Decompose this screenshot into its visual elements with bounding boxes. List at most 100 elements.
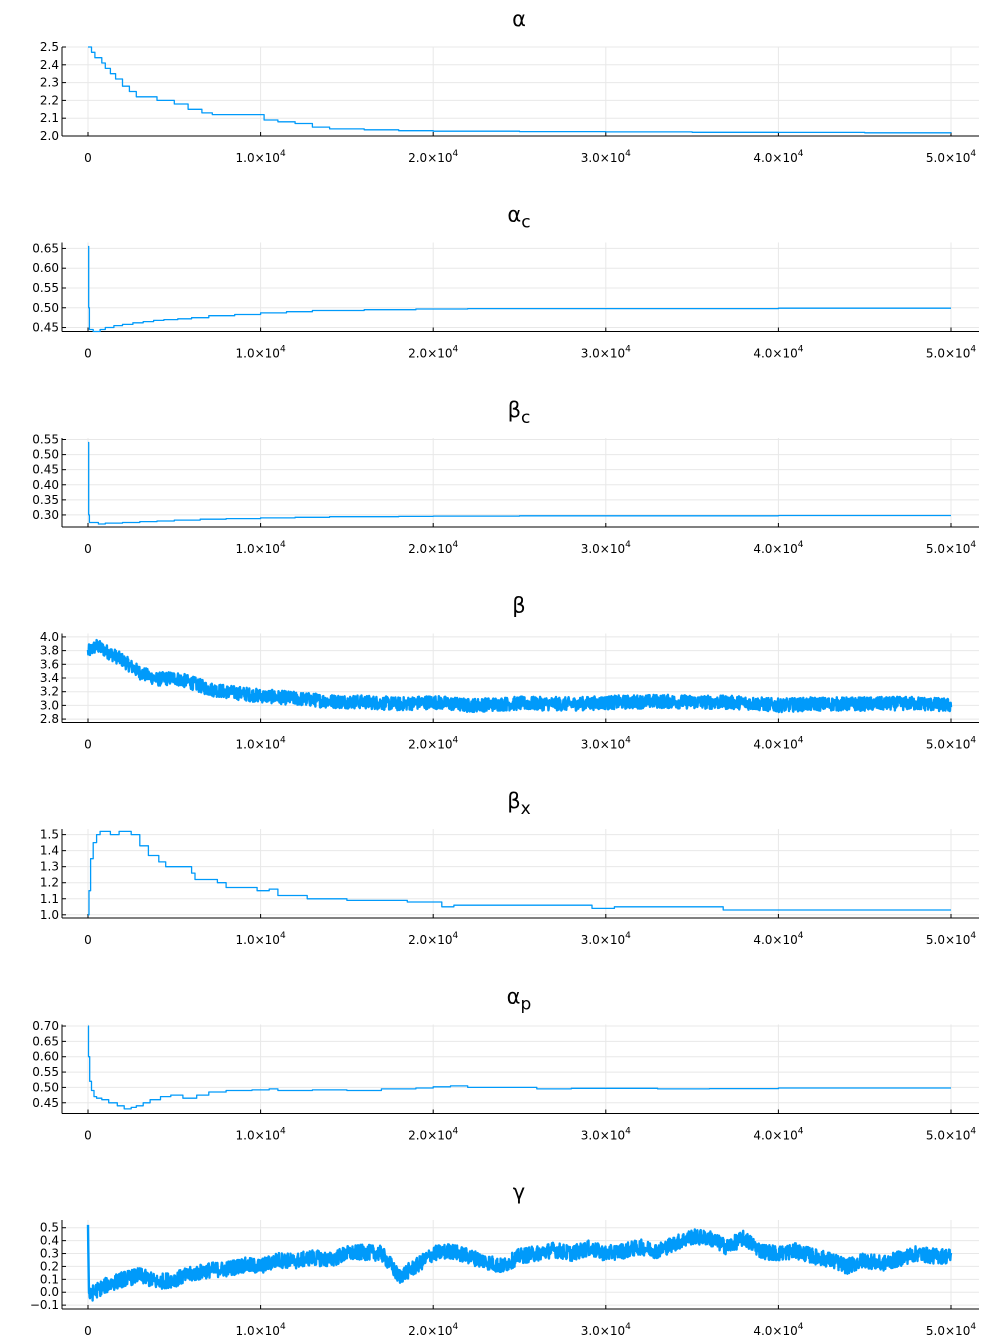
- x-tick-label: 2.0×104: [408, 149, 458, 165]
- y-tick-label: 2.4: [40, 58, 59, 72]
- y-tick-label: 0.55: [32, 281, 59, 295]
- x-tick-label: 5.0×104: [926, 736, 976, 752]
- y-tick-label: 2.2: [40, 93, 59, 107]
- series-trace-0: [88, 830, 951, 916]
- x-tick-label: 4.0×104: [753, 736, 803, 752]
- y-tick-label: 3.8: [40, 644, 59, 658]
- y-tick-label: 0.60: [32, 1050, 59, 1064]
- y-tick-label: 0.2: [40, 1259, 59, 1273]
- panel-title-symbol: β: [512, 594, 525, 618]
- x-tick-label: 5.0×104: [926, 540, 976, 556]
- y-tick-label: 0.30: [32, 508, 59, 522]
- panel-title-symbol: α: [507, 203, 521, 227]
- y-tick-label: 0.50: [32, 1080, 59, 1094]
- x-tick-label: 4.0×104: [753, 540, 803, 556]
- panel-title: αp: [507, 985, 532, 1015]
- y-tick-label: 0.45: [32, 321, 59, 335]
- panel-title-subscript: p: [521, 995, 532, 1015]
- y-tick-label: 0.4: [40, 1234, 59, 1248]
- x-tick-label: 2.0×104: [408, 345, 458, 361]
- y-tick-label: 0.1: [40, 1272, 59, 1286]
- panel-title-subscript: c: [521, 213, 530, 233]
- x-tick-label: 3.0×104: [581, 1127, 631, 1143]
- x-tick-label: 5.0×104: [926, 931, 976, 947]
- x-tick-label: 1.0×104: [236, 1127, 286, 1143]
- y-tick-label: 2.0: [40, 129, 59, 143]
- series-trace-0: [86, 1224, 953, 1302]
- y-tick-label: 1.2: [40, 876, 59, 890]
- x-tick-label: 2.0×104: [408, 1322, 458, 1335]
- panel-title-subscript: x: [521, 799, 531, 819]
- y-tick-label: 1.1: [40, 892, 59, 906]
- y-tick-label: 0.35: [32, 493, 59, 507]
- x-tick-label: 0: [84, 151, 92, 165]
- series-trace-0: [88, 441, 951, 525]
- x-tick-label: 5.0×104: [926, 1322, 976, 1335]
- x-tick-label: 3.0×104: [581, 931, 631, 947]
- y-tick-label: 0.3: [40, 1247, 59, 1261]
- x-tick-label: 0: [84, 542, 92, 556]
- panel-title-symbol: β: [508, 398, 521, 422]
- y-tick-label: 4.0: [40, 630, 59, 644]
- x-tick-label: 5.0×104: [926, 345, 976, 361]
- y-tick-label: 2.3: [40, 76, 59, 90]
- x-tick-label: 0: [84, 738, 92, 752]
- y-tick-label: −0.1: [30, 1298, 59, 1312]
- x-tick-label: 0: [84, 933, 92, 947]
- panel-title-symbol: α: [512, 7, 526, 31]
- x-tick-label: 0: [84, 1324, 92, 1335]
- x-tick-label: 3.0×104: [581, 1322, 631, 1335]
- y-tick-label: 1.5: [40, 828, 59, 842]
- y-tick-label: 0.50: [32, 301, 59, 315]
- x-tick-label: 4.0×104: [753, 345, 803, 361]
- y-tick-label: 3.6: [40, 657, 59, 671]
- x-tick-label: 2.0×104: [408, 1127, 458, 1143]
- y-tick-label: 0.55: [32, 1065, 59, 1079]
- x-tick-label: 5.0×104: [926, 149, 976, 165]
- x-tick-label: 4.0×104: [753, 149, 803, 165]
- series-trace-0: [88, 245, 951, 333]
- x-tick-label: 1.0×104: [236, 540, 286, 556]
- x-tick-label: 0: [84, 347, 92, 361]
- x-tick-label: 3.0×104: [581, 540, 631, 556]
- panel-title-symbol: α: [507, 985, 521, 1009]
- panel-1: αc 0.45 0.50 0.55 0.60 0.65 0 1.0×104 2.0×104 3.0…: [32, 203, 979, 361]
- x-tick-label: 4.0×104: [753, 931, 803, 947]
- x-tick-label: 4.0×104: [753, 1322, 803, 1335]
- y-tick-label: 0.0: [40, 1285, 59, 1299]
- series-trace-0: [86, 638, 953, 714]
- y-tick-label: 0.70: [32, 1019, 59, 1033]
- series-trace-0: [88, 46, 952, 134]
- panel-title: β: [512, 594, 525, 618]
- x-tick-label: 1.0×104: [236, 1322, 286, 1335]
- y-tick-label: 1.0: [40, 908, 59, 922]
- y-tick-label: 2.8: [40, 712, 59, 726]
- y-tick-label: 0.50: [32, 448, 59, 462]
- x-tick-label: 1.0×104: [236, 736, 286, 752]
- panel-title: γ: [513, 1180, 525, 1204]
- panel-title-subscript: c: [521, 408, 530, 428]
- y-tick-label: 3.0: [40, 698, 59, 712]
- y-tick-label: 3.4: [40, 671, 59, 685]
- x-tick-label: 2.0×104: [408, 931, 458, 947]
- x-tick-label: 1.0×104: [236, 345, 286, 361]
- panel-0: α 2.0 2.1 2.2 2.3 2.4 2.5 0 1.0×104 2.0×104 3.0×10…: [40, 7, 979, 165]
- series-trace-0: [87, 1025, 951, 1110]
- panel-title: βc: [508, 398, 531, 428]
- x-tick-label: 1.0×104: [236, 931, 286, 947]
- x-tick-label: 3.0×104: [581, 345, 631, 361]
- panel-title: αc: [507, 203, 530, 233]
- x-tick-label: 0: [84, 1129, 92, 1143]
- x-tick-label: 3.0×104: [581, 149, 631, 165]
- panel-5: αp 0.45 0.500.550.60 0.650.70 0 1.0×104 2.0×10…: [32, 985, 979, 1143]
- panel-title-symbol: γ: [513, 1180, 525, 1204]
- x-tick-label: 4.0×104: [753, 1127, 803, 1143]
- y-tick-label: 0.60: [32, 261, 59, 275]
- y-tick-label: 0.65: [32, 1034, 59, 1048]
- x-tick-label: 1.0×104: [236, 149, 286, 165]
- x-tick-label: 2.0×104: [408, 540, 458, 556]
- panel-6: γ −0.10.00.10.20.30.40.5 0 1.0×104 2.0×104 3.…: [30, 1180, 979, 1335]
- x-tick-label: 3.0×104: [581, 736, 631, 752]
- y-tick-label: 1.4: [40, 844, 59, 858]
